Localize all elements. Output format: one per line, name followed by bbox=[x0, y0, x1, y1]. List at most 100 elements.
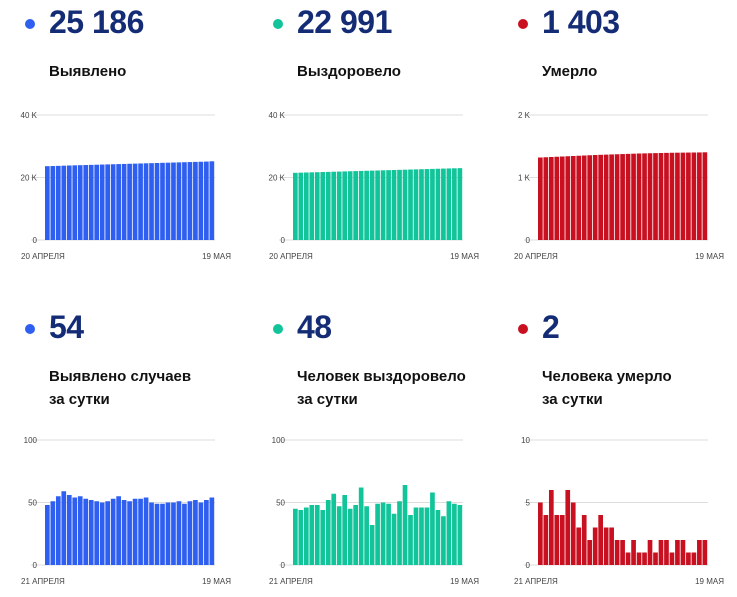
bar bbox=[570, 502, 576, 565]
bar bbox=[127, 163, 132, 240]
bar bbox=[620, 540, 625, 565]
bar bbox=[592, 527, 598, 565]
series-dot-icon bbox=[273, 324, 283, 334]
panel-label: Умерло bbox=[542, 60, 597, 83]
bar bbox=[625, 153, 631, 241]
bar bbox=[430, 492, 435, 565]
series-dot-icon bbox=[518, 324, 528, 334]
bar bbox=[408, 169, 413, 240]
panel-label-line: за сутки bbox=[49, 391, 110, 408]
bar bbox=[581, 155, 587, 240]
bar bbox=[598, 154, 603, 240]
bar bbox=[402, 485, 408, 565]
bar bbox=[369, 170, 375, 241]
panel-died: 1 403 Умерло 2 K 1 K 0 20 АПРЕЛЯ 19 МАЯ bbox=[514, 0, 737, 290]
bar bbox=[314, 505, 320, 565]
y-tick-label: 0 bbox=[281, 236, 286, 245]
bar bbox=[298, 172, 304, 240]
bar-chart: 100 50 0 21 АПРЕЛЯ 19 МАЯ bbox=[21, 436, 231, 586]
bar bbox=[314, 172, 320, 240]
daily-value: 54 bbox=[49, 309, 84, 345]
bar bbox=[110, 164, 116, 240]
bar bbox=[105, 164, 110, 240]
bar bbox=[702, 152, 708, 240]
bar bbox=[138, 498, 143, 565]
bar bbox=[77, 165, 83, 240]
bar bbox=[198, 161, 204, 240]
bar-chart: 40 K 20 K 0 20 АПРЕЛЯ 19 МАЯ bbox=[21, 111, 232, 261]
bar bbox=[165, 502, 171, 565]
bar bbox=[309, 172, 315, 240]
bar bbox=[83, 498, 89, 565]
panel-detected-daily: 54 Выявлено случаев за сутки 100 50 0 21 АП… bbox=[21, 305, 255, 595]
bar bbox=[204, 500, 209, 565]
x-start-label: 21 АПРЕЛЯ bbox=[21, 577, 65, 586]
bar bbox=[609, 527, 614, 565]
bar bbox=[149, 163, 154, 240]
x-start-label: 20 АПРЕЛЯ bbox=[269, 252, 313, 261]
bar bbox=[658, 540, 664, 565]
bar bbox=[94, 164, 100, 240]
bar bbox=[50, 166, 56, 240]
bar bbox=[430, 168, 435, 240]
bar bbox=[538, 157, 543, 240]
bar bbox=[105, 501, 110, 565]
daily-value: 48 bbox=[297, 309, 332, 345]
bar bbox=[631, 540, 636, 565]
panel-label-line: Выявлено bbox=[49, 63, 127, 80]
bar bbox=[209, 161, 215, 240]
bar-chart: 2 K 1 K 0 20 АПРЕЛЯ 19 МАЯ bbox=[514, 111, 724, 261]
bar bbox=[347, 171, 353, 240]
bar bbox=[554, 156, 560, 240]
bar bbox=[45, 166, 50, 240]
bar bbox=[88, 500, 94, 565]
bar bbox=[193, 500, 198, 565]
bar bbox=[424, 507, 430, 565]
panel-recovered-daily: 48 Человек выздоровело за сутки 100 50 0 21… bbox=[269, 305, 503, 595]
bar bbox=[664, 540, 669, 565]
bar bbox=[669, 552, 675, 565]
total-value: 22 991 bbox=[297, 4, 392, 40]
bar bbox=[642, 153, 647, 241]
y-tick-label: 0 bbox=[33, 236, 38, 245]
bar bbox=[576, 527, 582, 565]
bar bbox=[587, 155, 593, 240]
bar bbox=[77, 496, 83, 565]
bar bbox=[149, 502, 154, 565]
bar bbox=[293, 508, 298, 565]
bar bbox=[625, 552, 631, 565]
bar bbox=[587, 540, 593, 565]
bar-chart: 100 50 0 21 АПРЕЛЯ 19 МАЯ bbox=[269, 436, 479, 586]
bar bbox=[397, 169, 402, 240]
bar bbox=[364, 170, 369, 240]
bar bbox=[631, 153, 636, 240]
panel-label-line: Человека умерло bbox=[542, 368, 672, 385]
bar bbox=[697, 540, 702, 565]
bar bbox=[309, 505, 315, 565]
bar bbox=[446, 501, 452, 565]
bar bbox=[375, 170, 380, 240]
bar bbox=[686, 152, 691, 240]
bar bbox=[143, 497, 149, 565]
bar bbox=[435, 168, 441, 240]
bar bbox=[642, 552, 647, 565]
bar bbox=[457, 505, 463, 565]
bar bbox=[419, 507, 424, 565]
bar bbox=[83, 165, 89, 240]
series-dot-icon bbox=[518, 19, 528, 29]
bar bbox=[380, 170, 386, 240]
bar bbox=[636, 153, 642, 240]
bar bbox=[364, 506, 369, 565]
bar bbox=[669, 152, 675, 240]
bar bbox=[702, 540, 708, 565]
x-end-label: 19 МАЯ bbox=[450, 577, 479, 586]
panel-label-line: Человек выздоровело bbox=[297, 368, 466, 385]
bar bbox=[99, 164, 105, 240]
bar bbox=[331, 171, 337, 240]
bar bbox=[647, 153, 653, 240]
panel-label-line: Выявлено случаев bbox=[49, 368, 192, 385]
bar bbox=[391, 170, 397, 240]
x-end-label: 19 МАЯ bbox=[695, 252, 724, 261]
bar bbox=[347, 508, 353, 565]
bar bbox=[675, 152, 680, 240]
